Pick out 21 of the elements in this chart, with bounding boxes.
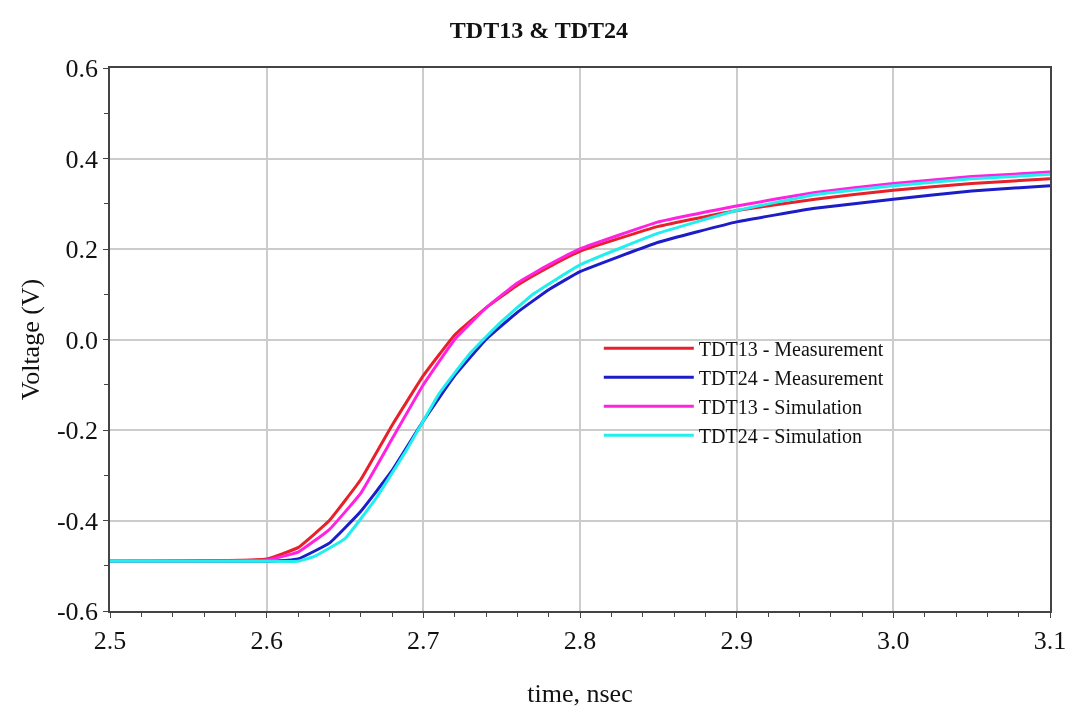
legend-label: TDT13 - Measurement (698, 337, 884, 360)
x-tick-label: 2.8 (563, 625, 597, 655)
y-tick-label: 0.0 (65, 325, 99, 355)
y-tick-label: -0.2 (56, 416, 99, 446)
x-tick-label: 3.1 (1033, 625, 1067, 655)
x-axis-title: time, nsec (527, 679, 633, 709)
chart-title: TDT13 & TDT24 (449, 17, 629, 44)
x-tick-label: 2.5 (93, 625, 127, 655)
x-tick-label: 3.0 (877, 625, 910, 655)
legend-label: TDT24 - Simulation (698, 424, 863, 447)
y-axis-title: Voltage (V) (15, 278, 45, 401)
x-tick-label: 2.6 (250, 625, 283, 655)
y-tick-label: -0.4 (56, 506, 99, 536)
y-tick-label: 0.6 (65, 54, 99, 84)
x-tick-label: 2.7 (407, 625, 440, 655)
y-tick-label: 0.4 (65, 144, 99, 174)
legend-label: TDT13 - Simulation (698, 395, 863, 418)
y-tick-label: -0.6 (56, 597, 99, 627)
y-tick-label: 0.2 (65, 235, 99, 265)
x-tick-label: 2.9 (720, 625, 753, 655)
legend-label: TDT24 - Measurement (698, 366, 884, 389)
